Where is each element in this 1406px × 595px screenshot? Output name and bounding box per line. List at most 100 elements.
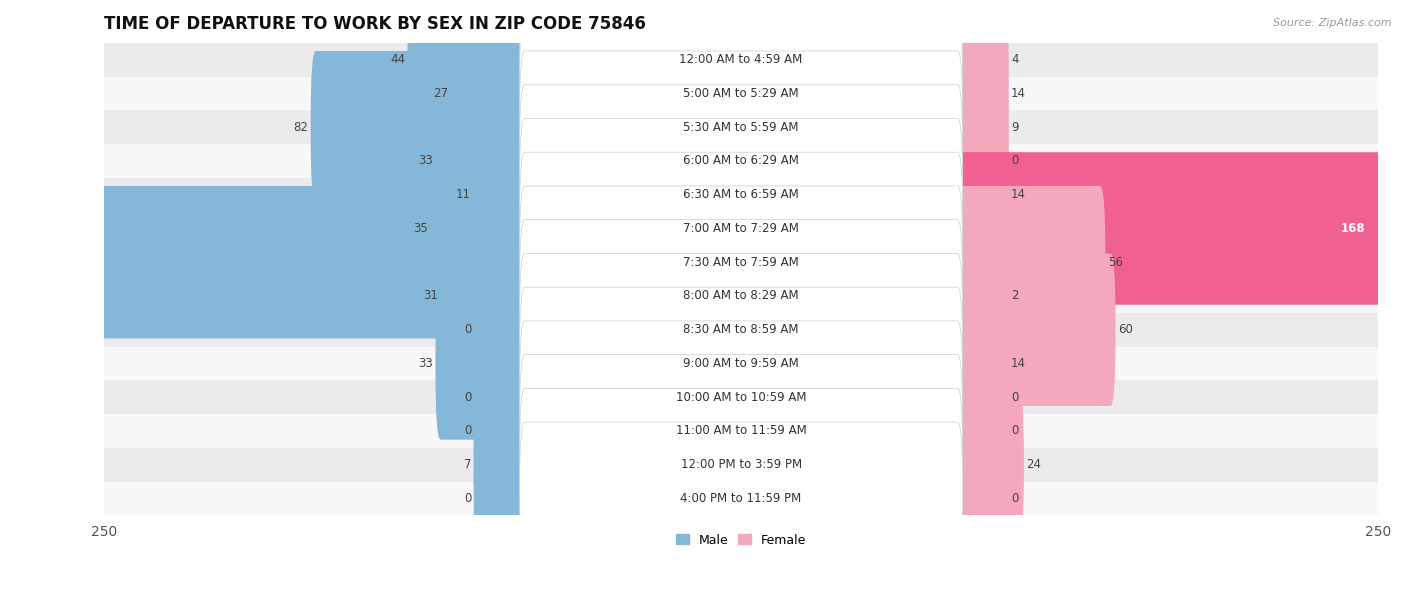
- Text: 35: 35: [413, 222, 427, 235]
- Text: 12:00 AM to 4:59 AM: 12:00 AM to 4:59 AM: [679, 54, 803, 66]
- FancyBboxPatch shape: [436, 287, 530, 440]
- Text: 214: 214: [0, 256, 24, 269]
- FancyBboxPatch shape: [952, 186, 1105, 339]
- Text: 4:00 PM to 11:59 PM: 4:00 PM to 11:59 PM: [681, 492, 801, 505]
- FancyBboxPatch shape: [952, 389, 1024, 541]
- FancyBboxPatch shape: [520, 253, 963, 406]
- Bar: [104, 448, 1378, 481]
- Text: 9: 9: [1011, 121, 1018, 134]
- Bar: [104, 346, 1378, 380]
- Text: 0: 0: [464, 391, 471, 403]
- FancyBboxPatch shape: [952, 220, 1008, 372]
- FancyBboxPatch shape: [952, 84, 1008, 237]
- Text: 4: 4: [1011, 54, 1018, 66]
- Text: 9:00 AM to 9:59 AM: 9:00 AM to 9:59 AM: [683, 357, 799, 370]
- Text: TIME OF DEPARTURE TO WORK BY SEX IN ZIP CODE 75846: TIME OF DEPARTURE TO WORK BY SEX IN ZIP …: [104, 15, 647, 33]
- FancyBboxPatch shape: [520, 422, 963, 575]
- Text: 14: 14: [1011, 357, 1026, 370]
- Text: 33: 33: [418, 155, 433, 167]
- Text: 14: 14: [1011, 188, 1026, 201]
- Text: 12:00 PM to 3:59 PM: 12:00 PM to 3:59 PM: [681, 458, 801, 471]
- Text: 8:30 AM to 8:59 AM: 8:30 AM to 8:59 AM: [683, 323, 799, 336]
- Text: 6:30 AM to 6:59 AM: 6:30 AM to 6:59 AM: [683, 188, 799, 201]
- Text: Source: ZipAtlas.com: Source: ZipAtlas.com: [1274, 18, 1392, 28]
- FancyBboxPatch shape: [520, 0, 963, 136]
- Text: 0: 0: [464, 323, 471, 336]
- Text: 10:00 AM to 10:59 AM: 10:00 AM to 10:59 AM: [676, 391, 807, 403]
- FancyBboxPatch shape: [520, 118, 963, 271]
- FancyBboxPatch shape: [952, 152, 1391, 305]
- FancyBboxPatch shape: [520, 220, 963, 372]
- FancyBboxPatch shape: [474, 253, 530, 406]
- Bar: [104, 144, 1378, 178]
- FancyBboxPatch shape: [520, 287, 963, 440]
- Text: 82: 82: [294, 121, 308, 134]
- Bar: [104, 178, 1378, 212]
- FancyBboxPatch shape: [474, 321, 530, 474]
- Text: 11:00 AM to 11:59 AM: 11:00 AM to 11:59 AM: [676, 424, 807, 437]
- FancyBboxPatch shape: [430, 152, 530, 305]
- Bar: [104, 279, 1378, 313]
- Text: 0: 0: [1011, 391, 1018, 403]
- FancyBboxPatch shape: [440, 220, 530, 372]
- Bar: [104, 414, 1378, 448]
- Text: 7:00 AM to 7:29 AM: 7:00 AM to 7:29 AM: [683, 222, 799, 235]
- FancyBboxPatch shape: [952, 422, 1008, 575]
- FancyBboxPatch shape: [952, 51, 1008, 203]
- Bar: [104, 212, 1378, 245]
- Text: 0: 0: [464, 424, 471, 437]
- FancyBboxPatch shape: [451, 17, 530, 170]
- FancyBboxPatch shape: [311, 51, 530, 203]
- Bar: [104, 110, 1378, 144]
- Bar: [104, 481, 1378, 515]
- FancyBboxPatch shape: [474, 118, 530, 271]
- Text: 56: 56: [1108, 256, 1123, 269]
- Text: 0: 0: [464, 492, 471, 505]
- Bar: [104, 245, 1378, 279]
- FancyBboxPatch shape: [952, 17, 1008, 170]
- Bar: [104, 380, 1378, 414]
- Text: 6:00 AM to 6:29 AM: 6:00 AM to 6:29 AM: [683, 155, 799, 167]
- FancyBboxPatch shape: [436, 84, 530, 237]
- Text: 7:30 AM to 7:59 AM: 7:30 AM to 7:59 AM: [683, 256, 799, 269]
- FancyBboxPatch shape: [520, 186, 963, 339]
- FancyBboxPatch shape: [520, 152, 963, 305]
- Text: 24: 24: [1026, 458, 1042, 471]
- FancyBboxPatch shape: [952, 0, 1008, 136]
- FancyBboxPatch shape: [520, 17, 963, 170]
- FancyBboxPatch shape: [520, 84, 963, 237]
- Text: 7: 7: [464, 458, 471, 471]
- FancyBboxPatch shape: [474, 422, 530, 575]
- Text: 168: 168: [1340, 222, 1365, 235]
- FancyBboxPatch shape: [952, 355, 1008, 507]
- FancyBboxPatch shape: [408, 0, 530, 136]
- FancyBboxPatch shape: [520, 321, 963, 474]
- Text: 0: 0: [1011, 155, 1018, 167]
- Text: 0: 0: [1011, 424, 1018, 437]
- Text: 0: 0: [1011, 492, 1018, 505]
- Text: 44: 44: [389, 54, 405, 66]
- Bar: [104, 43, 1378, 77]
- Text: 5:00 AM to 5:29 AM: 5:00 AM to 5:29 AM: [683, 87, 799, 100]
- Text: 2: 2: [1011, 289, 1018, 302]
- Legend: Male, Female: Male, Female: [671, 528, 811, 552]
- FancyBboxPatch shape: [0, 186, 530, 339]
- FancyBboxPatch shape: [952, 118, 1008, 271]
- Text: 27: 27: [433, 87, 449, 100]
- FancyBboxPatch shape: [474, 355, 530, 507]
- Text: 8:00 AM to 8:29 AM: 8:00 AM to 8:29 AM: [683, 289, 799, 302]
- FancyBboxPatch shape: [952, 287, 1008, 440]
- FancyBboxPatch shape: [952, 321, 1008, 474]
- FancyBboxPatch shape: [952, 253, 1115, 406]
- Text: 14: 14: [1011, 87, 1026, 100]
- Text: 31: 31: [423, 289, 439, 302]
- FancyBboxPatch shape: [520, 51, 963, 203]
- Text: 60: 60: [1118, 323, 1133, 336]
- Text: 33: 33: [418, 357, 433, 370]
- Bar: [104, 313, 1378, 346]
- Text: 5:30 AM to 5:59 AM: 5:30 AM to 5:59 AM: [683, 121, 799, 134]
- Text: 11: 11: [456, 188, 471, 201]
- FancyBboxPatch shape: [474, 389, 530, 541]
- Bar: [104, 77, 1378, 110]
- FancyBboxPatch shape: [520, 355, 963, 507]
